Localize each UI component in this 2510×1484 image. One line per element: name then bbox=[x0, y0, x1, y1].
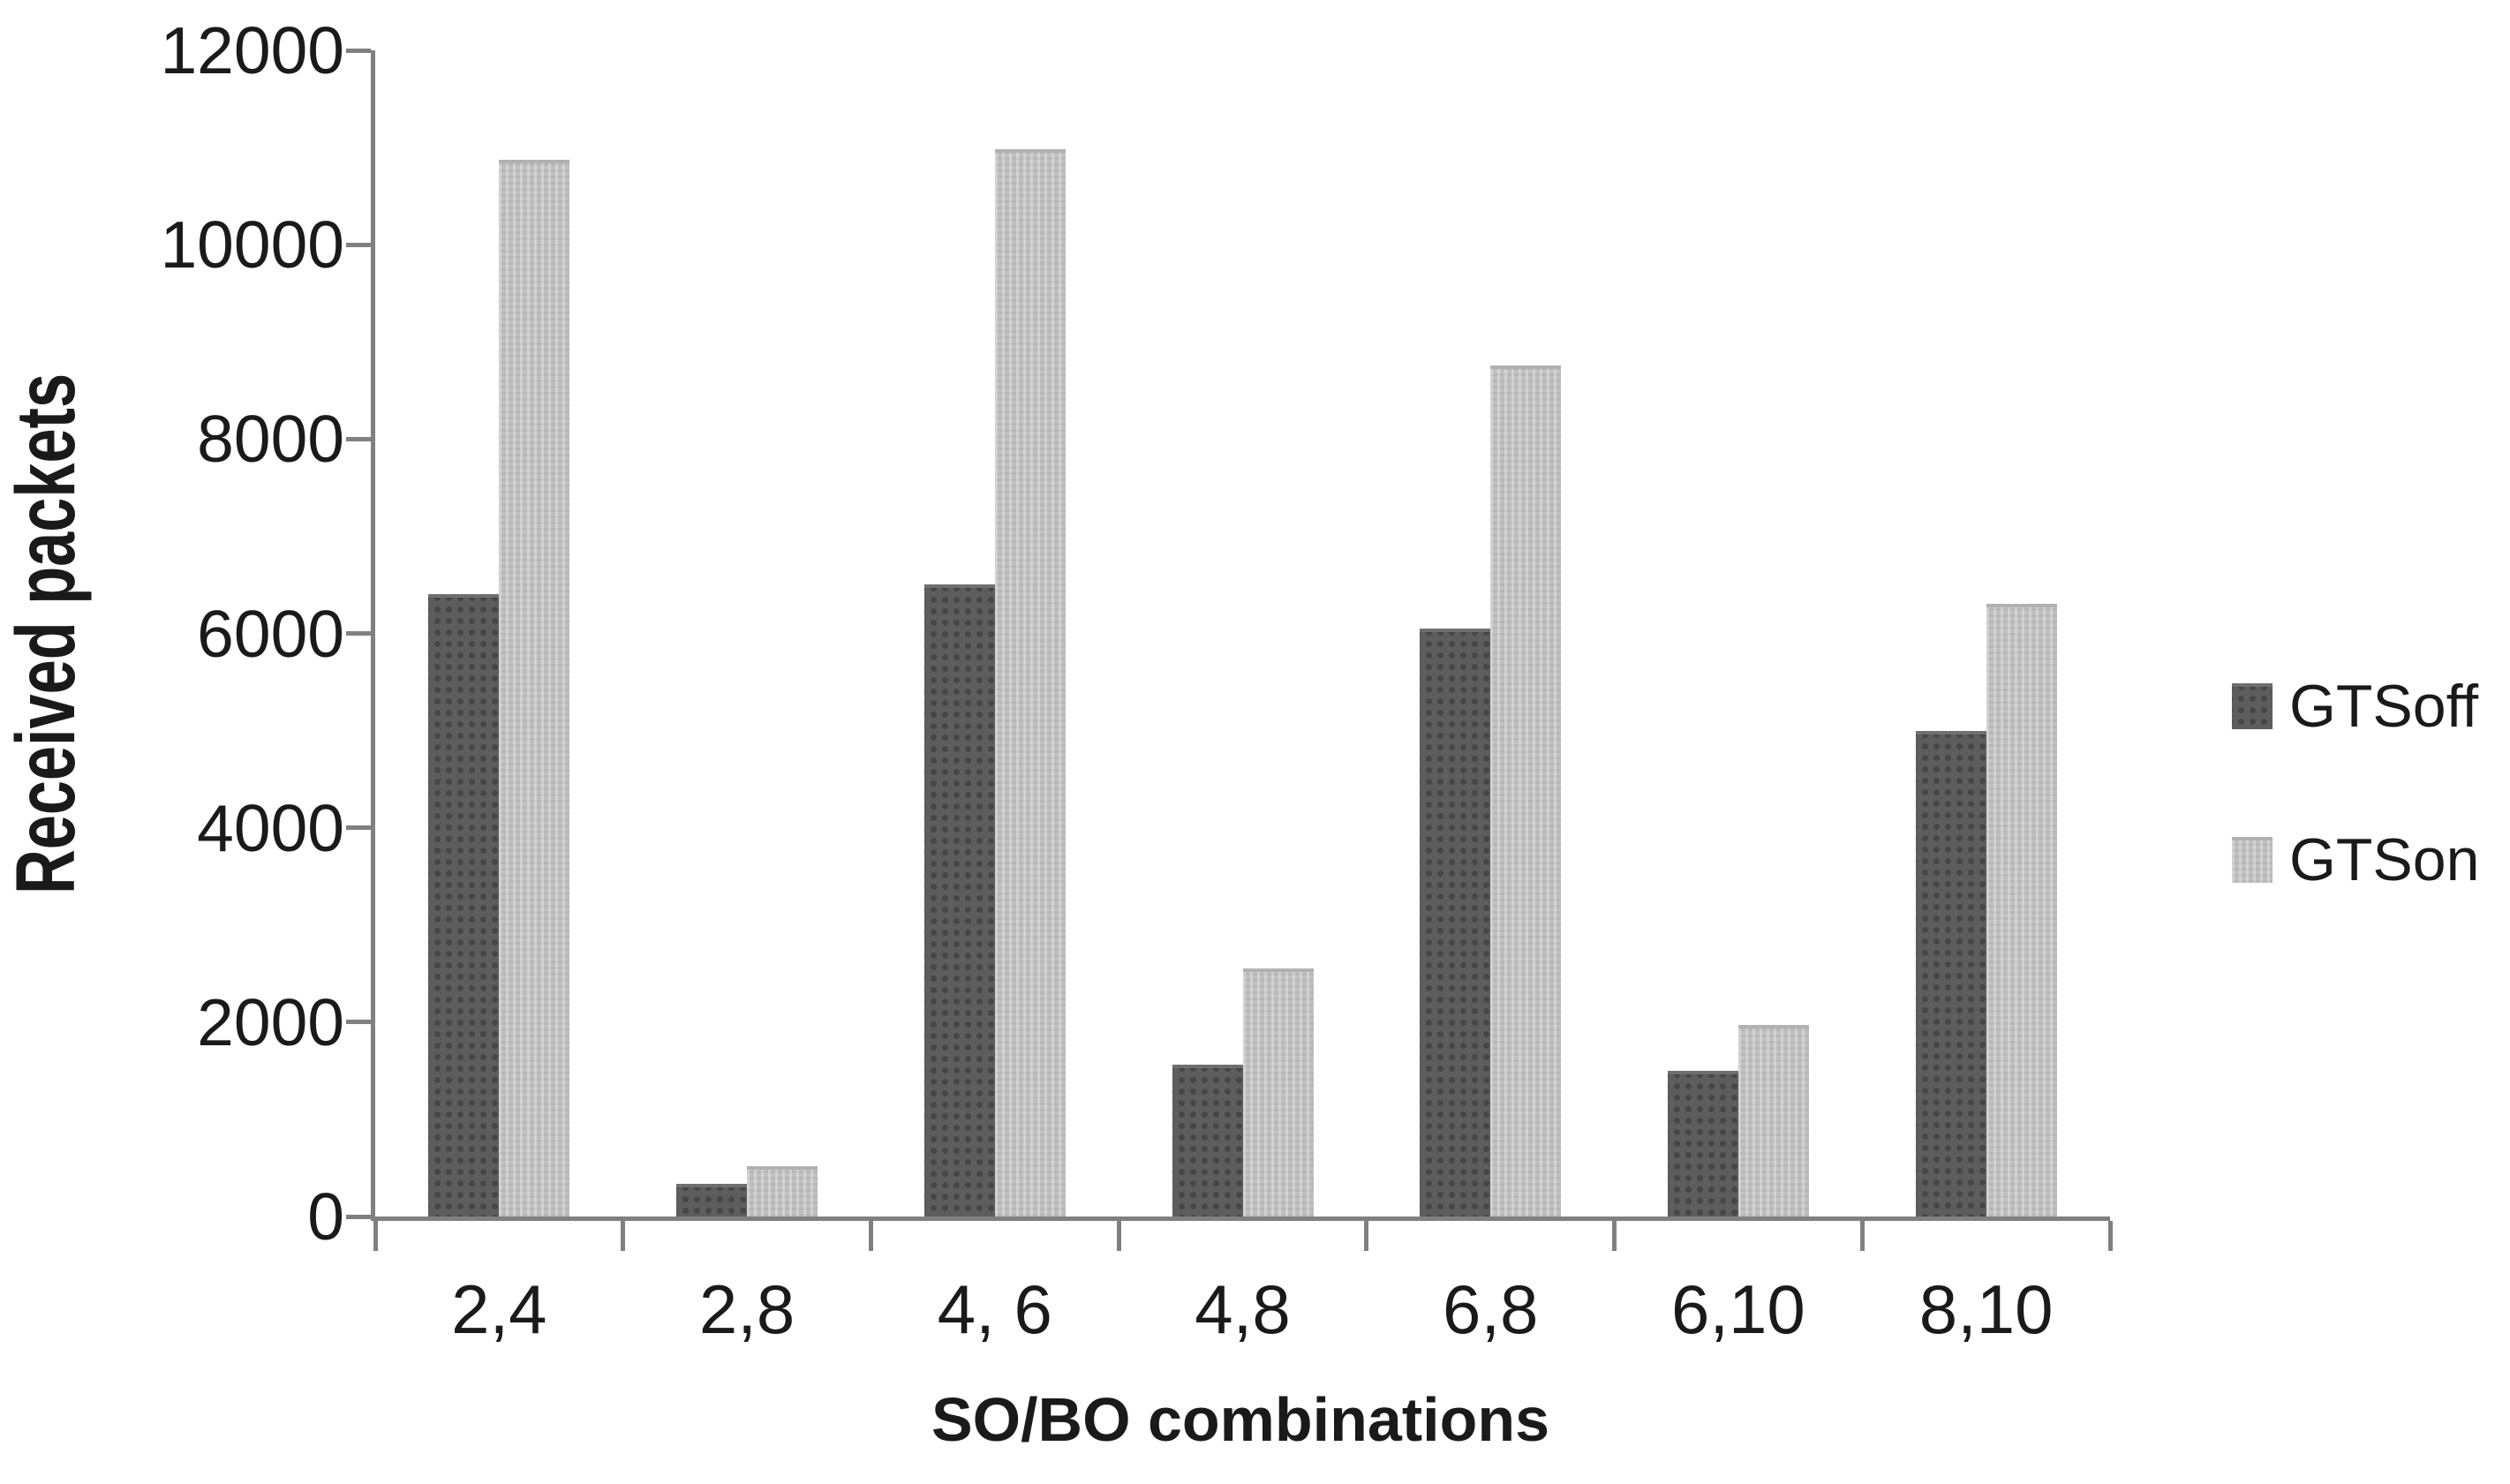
x-category-label: 8,10 bbox=[1918, 1270, 2054, 1348]
y-tick-label: 10000 bbox=[160, 207, 344, 282]
bar-gtson-2,4 bbox=[499, 160, 570, 1217]
x-category-label: 4, 6 bbox=[937, 1270, 1052, 1348]
x-tick-mark bbox=[2107, 1221, 2113, 1251]
bar-gtsoff-2,4 bbox=[428, 594, 500, 1217]
x-category-label: 4,8 bbox=[1195, 1270, 1291, 1348]
y-tick-mark bbox=[346, 242, 371, 247]
bar-gtsoff-6,8 bbox=[1420, 628, 1491, 1217]
y-tick-label: 0 bbox=[307, 1179, 344, 1254]
y-tick-mark bbox=[346, 436, 371, 441]
x-tick-mark bbox=[868, 1221, 873, 1251]
legend-label-gtsoff: GTSoff bbox=[2289, 673, 2479, 740]
y-tick-label: 8000 bbox=[197, 402, 344, 477]
y-tick-mark bbox=[346, 1214, 371, 1219]
x-category-label: 6,10 bbox=[1671, 1270, 1805, 1348]
y-tick-label: 6000 bbox=[197, 596, 344, 671]
x-tick-mark bbox=[1364, 1221, 1369, 1251]
bar-gtson-2,8 bbox=[747, 1165, 818, 1217]
x-tick-mark bbox=[1116, 1221, 1121, 1251]
bar-gtson-6,8 bbox=[1490, 365, 1562, 1217]
gtsoff-swatch-icon bbox=[2232, 683, 2273, 729]
y-tick-mark bbox=[346, 631, 371, 636]
bar-gtson-4,8 bbox=[1242, 968, 1314, 1217]
bar-gtson-6,10 bbox=[1737, 1025, 1809, 1217]
bar-gtson-4,6 bbox=[994, 149, 1066, 1217]
x-category-label: 6,8 bbox=[1442, 1270, 1539, 1348]
bar-gtsoff-4,8 bbox=[1172, 1065, 1243, 1217]
bar-gtsoff-2,8 bbox=[676, 1183, 748, 1217]
y-tick-mark bbox=[346, 48, 371, 53]
y-tick-mark bbox=[346, 825, 371, 831]
y-tick-label: 4000 bbox=[197, 790, 344, 865]
x-tick-mark bbox=[1859, 1221, 1865, 1251]
legend-label-gtson: GTSon bbox=[2289, 826, 2480, 893]
bar-gtsoff-6,10 bbox=[1667, 1070, 1738, 1217]
y-tick-label: 12000 bbox=[160, 13, 344, 87]
x-tick-mark bbox=[1612, 1221, 1617, 1251]
x-axis-title: SO/BO combinations bbox=[931, 1385, 1550, 1454]
bar-gtsoff-8,10 bbox=[1915, 730, 1986, 1217]
legend-item-gtson: GTSon bbox=[2232, 829, 2479, 891]
legend: GTSoff GTSon bbox=[2232, 675, 2479, 983]
bar-gtsoff-4,6 bbox=[923, 584, 995, 1217]
plot-area: 2,4 2,8 4, 6 4,8 6,8 6,10 8,10 bbox=[346, 48, 2113, 1347]
bar-gtson-8,10 bbox=[1986, 604, 2057, 1217]
x-category-label: 2,4 bbox=[451, 1270, 547, 1348]
y-tick-mark bbox=[346, 1020, 371, 1025]
x-category-label: 2,8 bbox=[698, 1270, 795, 1348]
y-tick-label: 2000 bbox=[197, 984, 344, 1059]
legend-item-gtsoff: GTSoff bbox=[2232, 675, 2479, 737]
gtson-swatch-icon bbox=[2232, 837, 2273, 883]
x-tick-mark bbox=[621, 1221, 626, 1251]
x-tick-mark bbox=[373, 1221, 378, 1251]
